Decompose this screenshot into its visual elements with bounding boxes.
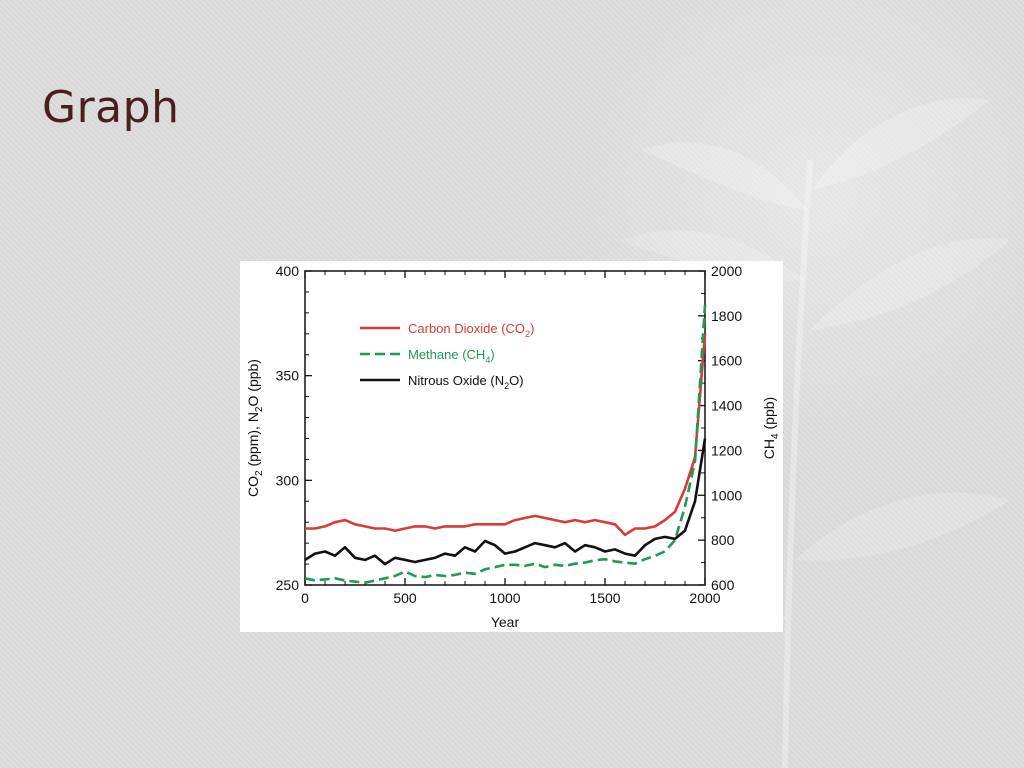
plot-frame: [304, 270, 706, 586]
y-axis-right-title: CH4 (ppb): [761, 397, 781, 459]
y-right-tick-label: 800: [711, 532, 735, 548]
series-line-2: [304, 438, 707, 566]
y-left-tick-label: 350: [276, 368, 300, 384]
legend-label-0: Carbon Dioxide (CO2): [408, 321, 534, 339]
y-left-tick-label: 250: [276, 577, 300, 593]
line-chart: 250 300 350 400 600 800 1000 1200 1400 1600 1800 2…: [245, 263, 781, 630]
series-line-0: [305, 333, 707, 537]
legend-label-2: Nitrous Oxide (N2O): [408, 373, 524, 391]
x-tick-label: 1000: [489, 590, 520, 606]
y-right-tick-label: 1000: [711, 487, 742, 503]
y-right-tick-label: 1400: [711, 398, 742, 414]
y-axis-left-title: CO2 (ppm), N2O (ppb): [245, 359, 265, 497]
y-left-tick-label: 400: [276, 263, 300, 279]
y-left-tick-label: 300: [276, 472, 300, 488]
x-tick-label: 0: [301, 590, 309, 606]
x-axis-title: Year: [491, 614, 520, 630]
x-tick-label: 500: [393, 590, 417, 606]
series-line-1: [304, 304, 707, 585]
y-right-tick-label: 1600: [711, 353, 742, 369]
y-right-tick-label: 600: [711, 577, 735, 593]
x-tick-label: 2000: [689, 590, 720, 606]
y-right-tick-label: 2000: [711, 263, 742, 279]
chart-figure: 250 300 350 400 600 800 1000 1200 1400 1600 1800 2…: [240, 261, 783, 632]
slide-title: Graph: [42, 82, 180, 133]
chart-legend: Carbon Dioxide (CO2) Methane (CH4) Nitrous…: [360, 321, 534, 391]
legend-label-1: Methane (CH4): [408, 347, 495, 365]
y-right-tick-label: 1200: [711, 442, 742, 458]
x-tick-label: 1500: [589, 590, 620, 606]
y-right-tick-label: 1800: [711, 308, 742, 324]
